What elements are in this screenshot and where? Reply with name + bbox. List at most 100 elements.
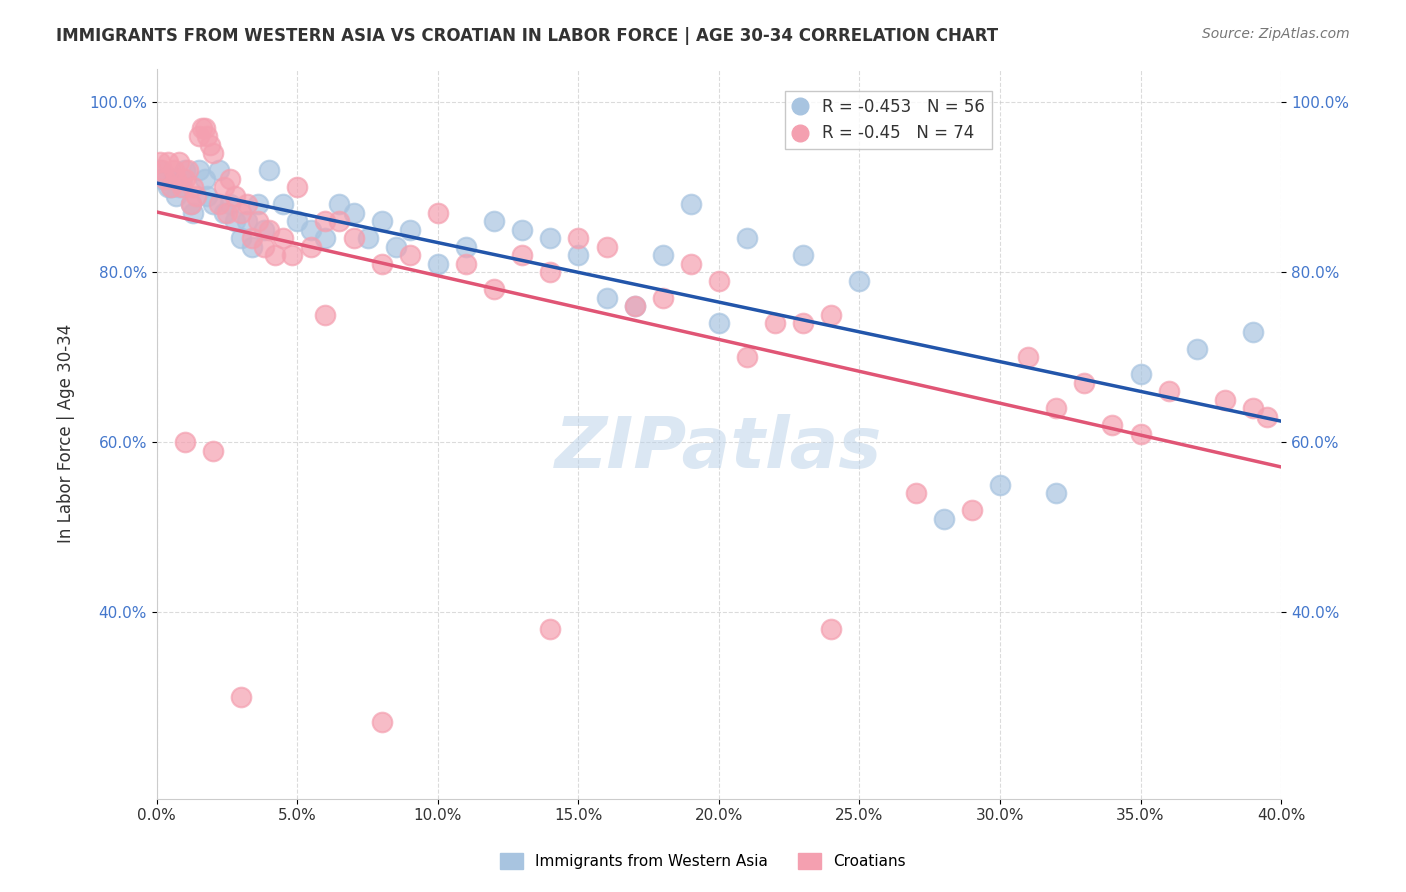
Point	[538, 231, 561, 245]
Point	[186, 189, 208, 203]
Point	[595, 291, 617, 305]
Point	[792, 248, 814, 262]
Point	[155, 172, 177, 186]
Point	[195, 129, 218, 144]
Point	[257, 223, 280, 237]
Point	[157, 155, 180, 169]
Point	[328, 214, 350, 228]
Point	[482, 282, 505, 296]
Point	[252, 240, 274, 254]
Point	[735, 350, 758, 364]
Point	[482, 214, 505, 228]
Point	[188, 163, 211, 178]
Point	[651, 248, 673, 262]
Point	[218, 197, 240, 211]
Point	[229, 206, 252, 220]
Point	[538, 265, 561, 279]
Point	[792, 316, 814, 330]
Point	[195, 189, 218, 203]
Point	[235, 197, 257, 211]
Point	[567, 248, 589, 262]
Point	[166, 189, 188, 203]
Point	[194, 172, 217, 186]
Point	[820, 308, 842, 322]
Point	[285, 180, 308, 194]
Point	[188, 129, 211, 144]
Point	[166, 172, 188, 186]
Point	[240, 231, 263, 245]
Point	[224, 189, 246, 203]
Point	[271, 197, 294, 211]
Point	[538, 622, 561, 636]
Point	[149, 163, 172, 178]
Point	[207, 163, 229, 178]
Point	[314, 308, 336, 322]
Point	[735, 231, 758, 245]
Point	[160, 180, 183, 194]
Point	[191, 120, 214, 135]
Point	[314, 214, 336, 228]
Point	[152, 172, 174, 186]
Point	[960, 503, 983, 517]
Point	[314, 231, 336, 245]
Point	[1017, 350, 1039, 364]
Point	[215, 206, 238, 220]
Point	[1101, 418, 1123, 433]
Point	[235, 214, 257, 228]
Point	[157, 180, 180, 194]
Text: ZIPatlas: ZIPatlas	[555, 414, 883, 483]
Point	[384, 240, 406, 254]
Point	[229, 690, 252, 704]
Point	[1213, 392, 1236, 407]
Point	[163, 163, 186, 178]
Point	[328, 197, 350, 211]
Text: IMMIGRANTS FROM WESTERN ASIA VS CROATIAN IN LABOR FORCE | AGE 30-34 CORRELATION : IMMIGRANTS FROM WESTERN ASIA VS CROATIAN…	[56, 27, 998, 45]
Point	[263, 248, 285, 262]
Point	[1129, 426, 1152, 441]
Point	[246, 214, 269, 228]
Point	[370, 715, 392, 730]
Point	[1045, 486, 1067, 500]
Point	[183, 180, 205, 194]
Point	[1185, 342, 1208, 356]
Point	[848, 274, 870, 288]
Point	[271, 231, 294, 245]
Point	[169, 155, 191, 169]
Point	[174, 435, 197, 450]
Point	[201, 443, 224, 458]
Point	[299, 223, 322, 237]
Point	[567, 231, 589, 245]
Point	[679, 197, 702, 211]
Point	[679, 257, 702, 271]
Point	[160, 180, 183, 194]
Legend: Immigrants from Western Asia, Croatians: Immigrants from Western Asia, Croatians	[494, 847, 912, 875]
Point	[1073, 376, 1095, 390]
Point	[988, 477, 1011, 491]
Point	[370, 214, 392, 228]
Point	[163, 172, 186, 186]
Point	[174, 163, 197, 178]
Point	[1241, 401, 1264, 416]
Point	[285, 214, 308, 228]
Point	[763, 316, 786, 330]
Point	[240, 240, 263, 254]
Point	[426, 257, 449, 271]
Point	[198, 137, 221, 152]
Point	[177, 163, 200, 178]
Point	[257, 163, 280, 178]
Point	[510, 223, 533, 237]
Point	[1129, 368, 1152, 382]
Point	[820, 622, 842, 636]
Point	[707, 316, 730, 330]
Point	[152, 163, 174, 178]
Point	[1045, 401, 1067, 416]
Point	[510, 248, 533, 262]
Point	[1157, 384, 1180, 399]
Point	[595, 240, 617, 254]
Point	[172, 172, 194, 186]
Point	[149, 155, 172, 169]
Point	[356, 231, 378, 245]
Point	[454, 257, 477, 271]
Point	[342, 206, 364, 220]
Point	[207, 197, 229, 211]
